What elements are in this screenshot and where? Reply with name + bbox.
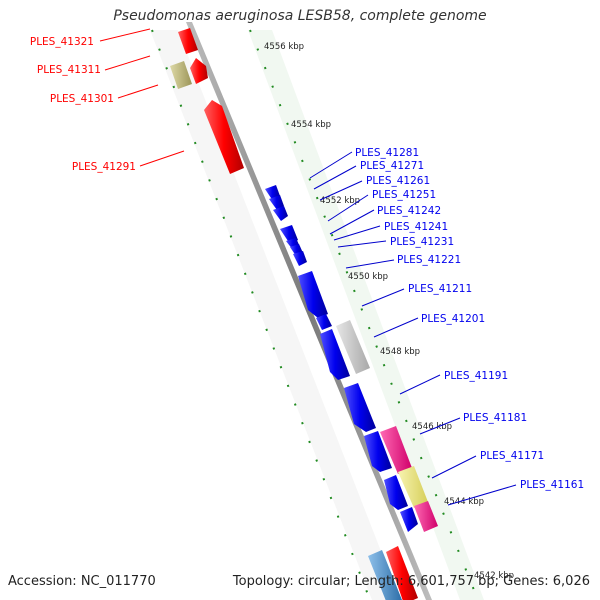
gene-PLES_41231[interactable] [293, 251, 307, 266]
gene-label-right: PLES_41181 [463, 412, 527, 424]
map-title: Pseudomonas aeruginosa LESB58, complete … [113, 8, 487, 24]
genome-summary: Topology: circular; Length: 6,601,757 bp… [232, 574, 590, 589]
inner-band-left [150, 30, 400, 600]
tick-label: 4546 kbp [412, 422, 452, 432]
gene-PLES_41271[interactable] [269, 195, 284, 210]
gene-pink-2[interactable] [414, 501, 438, 532]
gene-label-right: PLES_41241 [384, 221, 448, 233]
gene-label-right: PLES_41201 [421, 313, 485, 325]
tick-labels: 4556 kbp 4554 kbp 4552 kbp 4550 kbp 4548 kbp… [264, 42, 514, 581]
tick-label: 4554 kbp [291, 120, 331, 130]
tick-label: 4550 kbp [348, 272, 388, 282]
gene-label-right: PLES_41271 [360, 160, 424, 172]
gene-label-right: PLES_41161 [520, 479, 584, 491]
gene-label-right: PLES_41242 [377, 205, 441, 217]
gene-PLES_41291[interactable] [204, 100, 244, 174]
gene-label-left: PLES_41291 [72, 161, 136, 173]
gene-steel[interactable] [368, 550, 402, 600]
gene-grey[interactable] [336, 320, 370, 374]
tick-label: 4552 kbp [320, 196, 360, 206]
gene-label-right: PLES_41171 [480, 450, 544, 462]
tick-label: 4544 kbp [444, 497, 484, 507]
gene-label-right: PLES_41221 [397, 254, 461, 266]
gene-label-right: PLES_41261 [366, 175, 430, 187]
gene-PLES_41311[interactable] [190, 58, 208, 84]
reverse-strand-genes [265, 185, 438, 600]
left-gene-labels: PLES_41321 PLES_41311 PLES_41301 PLES_41291 [30, 36, 136, 173]
gene-label-right: PLES_41191 [444, 370, 508, 382]
forward-strand-genes [170, 28, 418, 600]
gene-pink-1[interactable] [380, 426, 412, 474]
gene-red-bottom[interactable] [386, 546, 418, 600]
outer-band-right [248, 30, 484, 600]
gene-PLES_41261[interactable] [273, 206, 288, 221]
gene-blue-lower[interactable] [384, 475, 408, 510]
gene-label-left: PLES_41301 [50, 93, 114, 105]
tick-label: 4548 kbp [380, 347, 420, 357]
left-leader-lines [99, 28, 185, 167]
gene-PLES_41161[interactable] [400, 507, 418, 532]
gene-label-left: PLES_41321 [30, 36, 94, 48]
gene-PLES_41191[interactable] [344, 383, 376, 432]
gene-label-left: PLES_41311 [37, 64, 101, 76]
gene-label-right: PLES_41251 [372, 189, 436, 201]
gene-PLES_41181[interactable] [364, 431, 392, 472]
gene-PLES_41211[interactable] [316, 314, 332, 330]
tick-label: 4542 kbp [474, 571, 514, 581]
gene-label-right: PLES_41281 [355, 147, 419, 159]
gene-PLES_41221[interactable] [298, 271, 328, 318]
gene-PLES_41301[interactable] [170, 61, 192, 89]
inner-tick-track [151, 29, 371, 600]
gene-PLES_41321[interactable] [178, 28, 198, 54]
accession: Accession: NC_011770 [8, 574, 156, 589]
gene-label-right: PLES_41231 [390, 236, 454, 248]
tick-label: 4556 kbp [264, 42, 304, 52]
gene-PLES_41171[interactable] [398, 466, 428, 508]
gene-label-right: PLES_41211 [408, 283, 472, 295]
right-leader-lines [309, 151, 517, 506]
gene-PLES_41201[interactable] [320, 329, 350, 380]
